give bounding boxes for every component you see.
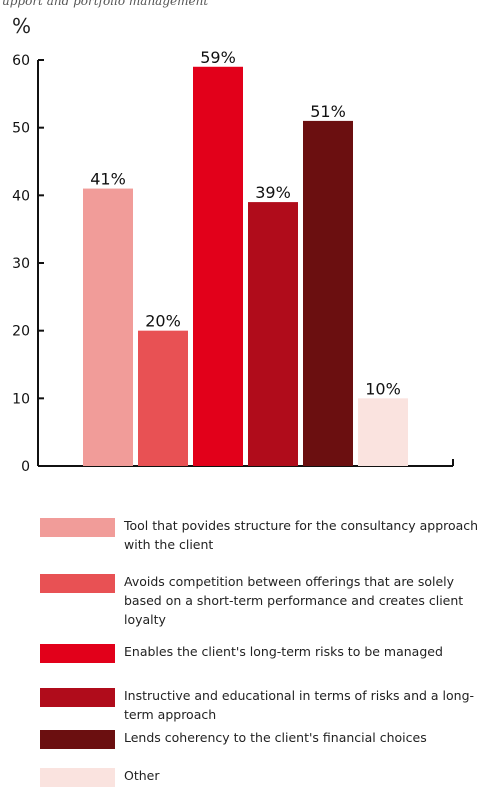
y-tick-label: 50: [12, 121, 30, 137]
legend-swatch: [40, 730, 115, 749]
legend-label: Lends coherency to the client's financia…: [124, 730, 427, 745]
y-axis-label: %: [12, 14, 31, 38]
y-tick-label: 60: [12, 53, 30, 69]
y-tick-label: 10: [12, 391, 30, 407]
data-label: 20%: [145, 312, 181, 331]
bar: [193, 66, 243, 467]
y-tick-label: 40: [12, 188, 30, 204]
data-label: 59%: [200, 48, 236, 67]
legend-swatch: [40, 574, 115, 593]
legend-label: Instructive and educational in terms of …: [124, 688, 475, 722]
data-label: 51%: [310, 102, 346, 121]
legend-label: Other: [124, 768, 160, 783]
legend-swatch: [40, 518, 115, 537]
y-axis-ticks: 0 10 20 30 40 50 60: [12, 53, 44, 475]
bar: [138, 330, 188, 466]
bar: [303, 120, 353, 467]
top-caption: upport and portfolio management: [2, 0, 209, 8]
data-labels: 41% 20% 59% 39% 51% 10%: [90, 48, 401, 399]
y-tick-label: 30: [12, 256, 30, 272]
legend-swatch: [40, 644, 115, 663]
data-label: 41%: [90, 170, 126, 189]
bar: [248, 202, 298, 466]
y-tick-label: 20: [12, 324, 30, 340]
bar: [358, 398, 408, 466]
data-label: 39%: [255, 183, 291, 202]
legend-swatch: [40, 688, 115, 707]
bar-chart: % 0 10 20 30 40 50 60 41% 20% 59% 39% 51% 10%: [12, 14, 454, 475]
legend-label: Avoids competition between offerings tha…: [124, 574, 464, 627]
data-label: 10%: [365, 379, 401, 398]
bars: [83, 66, 408, 467]
legend-label: Tool that povides structure for the cons…: [124, 518, 479, 552]
y-tick-label: 0: [21, 459, 30, 475]
bar: [83, 188, 133, 467]
legend-label: Enables the client's long-term risks to …: [124, 644, 443, 659]
